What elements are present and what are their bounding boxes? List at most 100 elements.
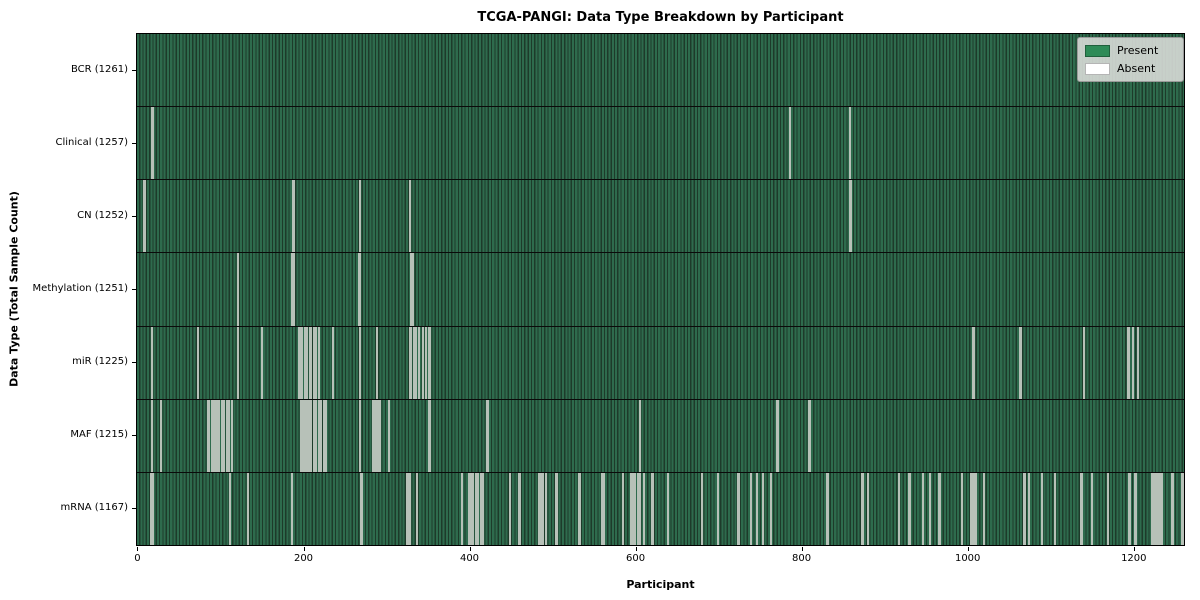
- absent-stripe: [578, 472, 581, 545]
- absent-stripe: [299, 399, 302, 472]
- x-tick-label: 600: [626, 553, 646, 564]
- absent-stripe: [850, 180, 853, 253]
- absent-stripe: [631, 472, 634, 545]
- heatmap-row-maf: [137, 398, 1184, 472]
- absent-stripe: [1155, 472, 1158, 545]
- absent-stripe: [477, 472, 480, 545]
- absent-stripe: [1152, 472, 1155, 545]
- absent-stripe: [544, 472, 547, 545]
- absent-stripe: [406, 472, 409, 545]
- legend: Present Absent: [1077, 37, 1184, 82]
- absent-stripe: [150, 472, 153, 545]
- x-tick-label: 1000: [954, 553, 981, 564]
- legend-label-absent: Absent: [1117, 62, 1156, 75]
- absent-stripe: [291, 472, 294, 545]
- absent-stripe: [320, 399, 323, 472]
- absent-stripe: [542, 472, 544, 545]
- absent-stripe: [372, 399, 375, 472]
- absent-stripe: [237, 326, 240, 399]
- absent-stripe: [211, 399, 214, 472]
- absent-stripe: [1090, 472, 1093, 545]
- x-axis-label: Participant: [626, 578, 695, 591]
- absent-stripe: [376, 399, 379, 472]
- absent-stripe: [308, 326, 311, 399]
- heatmap-row-bcr: [137, 34, 1184, 107]
- absent-stripe: [518, 472, 521, 545]
- x-tick-label: 0: [134, 553, 141, 564]
- absent-stripe: [921, 472, 924, 545]
- absent-stripe: [247, 472, 250, 545]
- absent-stripe: [756, 472, 759, 545]
- absent-stripe: [556, 472, 559, 545]
- absent-stripe: [376, 326, 378, 399]
- legend-label-present: Present: [1117, 44, 1159, 57]
- y-tick-label: Methylation (1251): [32, 282, 128, 294]
- absent-stripe: [237, 253, 240, 326]
- absent-stripe: [310, 326, 313, 399]
- heatmap-row-methylation: [137, 252, 1184, 326]
- absent-stripe: [861, 472, 864, 545]
- absent-swatch-icon: [1085, 62, 1110, 75]
- absent-stripe: [303, 326, 306, 399]
- absent-stripe: [358, 326, 361, 399]
- absent-stripe: [1023, 472, 1026, 545]
- absent-stripe: [1158, 472, 1161, 545]
- absent-stripe: [1041, 472, 1043, 545]
- y-tick-label: mRNA (1167): [60, 501, 128, 513]
- x-tick-label: 800: [792, 553, 812, 564]
- absent-stripe: [974, 472, 977, 545]
- absent-stripe: [301, 326, 304, 399]
- absent-stripe: [292, 253, 295, 326]
- absent-stripe: [410, 326, 412, 399]
- absent-stripe: [429, 326, 432, 399]
- absent-stripe: [412, 326, 415, 399]
- absent-stripe: [808, 399, 811, 472]
- y-tick-mark: [132, 434, 136, 436]
- absent-stripe: [700, 472, 703, 545]
- absent-stripe: [415, 472, 418, 545]
- absent-stripe: [472, 472, 475, 545]
- absent-stripe: [151, 107, 154, 180]
- x-tick-label: 200: [293, 553, 314, 564]
- absent-stripe: [409, 472, 412, 545]
- y-tick-mark: [132, 361, 136, 363]
- absent-stripe: [634, 472, 637, 545]
- absent-stripe: [769, 472, 772, 545]
- absent-stripe: [762, 472, 764, 545]
- absent-stripe: [938, 472, 941, 545]
- y-tick-label: BCR (1261): [70, 63, 128, 75]
- absent-stripe: [1083, 326, 1086, 399]
- heatmap-row-clinical: [137, 106, 1184, 180]
- absent-stripe: [1160, 472, 1163, 545]
- absent-stripe: [375, 399, 378, 472]
- absent-stripe: [322, 399, 325, 472]
- absent-stripe: [982, 472, 985, 545]
- absent-stripe: [301, 399, 304, 472]
- absent-stripe: [537, 472, 540, 545]
- absent-stripe: [429, 399, 432, 472]
- absent-stripe: [409, 180, 412, 253]
- absent-stripe: [306, 399, 309, 472]
- absent-stripe: [1137, 326, 1140, 399]
- heatmap-plot-area: [136, 33, 1185, 546]
- absent-stripe: [866, 472, 869, 545]
- y-tick-label: miR (1225): [72, 355, 128, 367]
- absent-stripe: [479, 472, 482, 545]
- absent-stripe: [667, 472, 670, 545]
- absent-stripe: [230, 399, 233, 472]
- absent-stripe: [421, 326, 424, 399]
- absent-stripe: [223, 399, 226, 472]
- absent-stripe: [317, 326, 320, 399]
- heatmap-row-cn: [137, 179, 1184, 253]
- y-tick-mark: [132, 142, 136, 144]
- absent-stripe: [621, 472, 624, 545]
- absent-stripe: [150, 326, 153, 399]
- absent-stripe: [630, 472, 632, 545]
- absent-stripe: [468, 472, 471, 545]
- absent-stripe: [379, 399, 382, 472]
- absent-stripe: [208, 399, 211, 472]
- absent-stripe: [359, 399, 362, 472]
- absent-stripe: [777, 399, 779, 472]
- legend-entry-present: Present: [1085, 44, 1175, 57]
- absent-stripe: [460, 472, 463, 545]
